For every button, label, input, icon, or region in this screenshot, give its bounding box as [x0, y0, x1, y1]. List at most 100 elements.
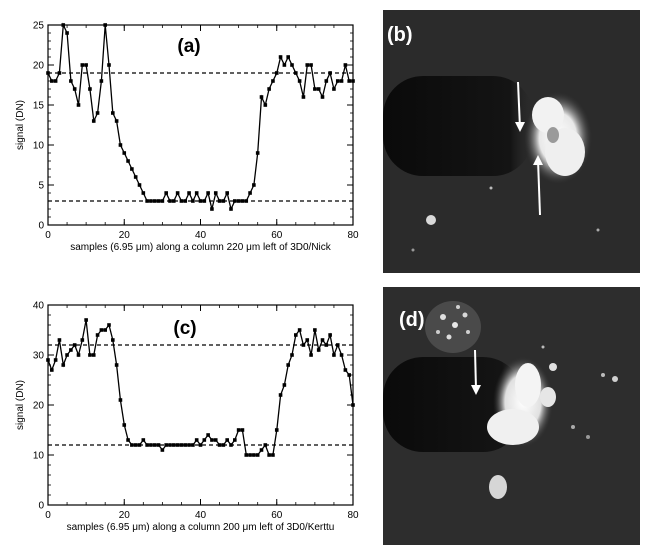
- chart-1-data-point: [294, 333, 298, 337]
- image-panel-b: (b): [383, 10, 640, 273]
- chart-0-data-point: [347, 79, 351, 83]
- chart-0-data-point: [305, 63, 310, 67]
- chart-1-data-point: [107, 323, 111, 327]
- chart-1-data-point: [244, 453, 249, 457]
- chart-0-data-point: [133, 175, 138, 179]
- chart-1-data-point: [164, 443, 168, 447]
- chart-0-data-point: [267, 87, 271, 91]
- chart-0-data-point: [339, 79, 344, 83]
- chart-0-data-point: [313, 87, 317, 91]
- chart-1-data-point: [274, 428, 279, 432]
- chart-1-data-point: [347, 373, 351, 377]
- chart-0-xtick-label: 40: [195, 230, 207, 241]
- chart-0-data-point: [332, 87, 336, 91]
- chart-0-data-point: [229, 207, 233, 211]
- chart-1-data-point: [137, 443, 142, 447]
- chart-0-data-point: [141, 191, 146, 195]
- chart-0-data-point: [168, 199, 172, 203]
- chart-0-data-point: [252, 183, 256, 187]
- chart-1-data-point: [156, 443, 161, 447]
- chart-1-data-point: [221, 443, 226, 447]
- chart-0-data-point: [316, 87, 321, 91]
- chart-1-data-point: [297, 328, 302, 332]
- chart-1-data-point: [267, 453, 271, 457]
- chart-0-panel-label: (a): [177, 36, 200, 57]
- chart-1-data-point: [335, 343, 340, 347]
- chart-0-data-point: [271, 79, 275, 83]
- chart-0-ytick-label: 5: [38, 181, 44, 192]
- chart-0-xtick-label: 0: [45, 230, 51, 241]
- chart-1-data-point: [309, 353, 313, 357]
- chart-0-data-point: [217, 199, 222, 203]
- chart-0-data-point: [240, 199, 245, 203]
- chart-1-data-point: [259, 448, 264, 452]
- chart-1-data-point: [301, 343, 306, 347]
- chart-0-data-point: [198, 199, 203, 203]
- chart-1-data-point: [152, 443, 157, 447]
- chart-1-xtick-label: 80: [347, 510, 359, 521]
- chart-1-data-point: [229, 443, 233, 447]
- chart-0-data-point: [80, 63, 85, 67]
- chart-0-data-point: [324, 79, 329, 83]
- chart-0-data-point: [61, 23, 66, 27]
- chart-1-ytick-label: 0: [38, 501, 44, 512]
- chart-0-xtick-label: 80: [347, 230, 359, 241]
- chart-1-data-point: [175, 443, 180, 447]
- chart-0-data-point: [88, 87, 92, 91]
- chart-0-data-point: [210, 207, 214, 211]
- chart-0-data-point: [172, 199, 176, 203]
- chart-1-ylabel: signal (DN): [15, 380, 26, 430]
- chart-1-data-point: [57, 338, 62, 342]
- chart-1-data-point: [133, 443, 138, 447]
- chart-0-data-point: [255, 151, 260, 155]
- chart-0-data-point: [76, 103, 81, 107]
- chart-1-xtick-label: 60: [271, 510, 283, 521]
- chart-1-ytick-label: 20: [33, 401, 45, 412]
- chart-0-data-point: [145, 199, 149, 203]
- chart-1-xlabel: samples (6.95 μm) along a column 200 μm …: [67, 522, 335, 533]
- chart-0-data-point: [335, 79, 340, 83]
- chart-1-data-point: [141, 438, 146, 442]
- chart-0-data-point: [294, 71, 298, 75]
- chart-0-data-point: [95, 111, 100, 115]
- chart-0-data-point: [263, 103, 268, 107]
- chart-1-data-point: [103, 328, 107, 332]
- chart-0-data-point: [248, 191, 252, 195]
- chart-1-data-point: [217, 443, 222, 447]
- chart-1-data-point: [233, 438, 237, 442]
- chart-1-data-point: [168, 443, 172, 447]
- image-panel-d: (d): [383, 287, 640, 545]
- chart-0-data-point: [111, 111, 115, 115]
- chart-1-data-point: [114, 363, 119, 367]
- chart-1-data-point: [339, 353, 344, 357]
- chart-1-data-point: [149, 443, 153, 447]
- chart-1-data-point: [126, 438, 130, 442]
- chart-0-data-point: [206, 191, 210, 195]
- chart-0-data-point: [187, 191, 191, 195]
- chart-1-data-point: [278, 393, 283, 397]
- chart-0-data-point: [274, 71, 279, 75]
- chart-1-data-point: [198, 443, 203, 447]
- chart-1-data-point: [255, 453, 260, 457]
- chart-0-data-point: [183, 199, 188, 203]
- chart-0-data-point: [122, 151, 127, 155]
- chart-0-data-point: [320, 95, 325, 99]
- chart-0-data-point: [244, 199, 249, 203]
- chart-1-data-point: [351, 403, 355, 407]
- chart-1-data-point: [145, 443, 149, 447]
- profile-plot-a-svg: 0 20 40 60 80 0 5 10 15 20 25 samples (6.95 μm) alo…: [15, 21, 359, 254]
- chart-1-data-point: [95, 333, 100, 337]
- chart-1-data-point: [191, 443, 195, 447]
- image-panel-b-picture: [383, 10, 640, 273]
- chart-0-data-point: [233, 199, 237, 203]
- chart-1-data-point: [236, 428, 241, 432]
- chart-0-data-point: [130, 167, 134, 171]
- chart-1-data-point: [332, 353, 336, 357]
- image-panel-d-picture: [383, 287, 640, 545]
- chart-1-data-point: [88, 353, 92, 357]
- chart-1-data-point: [122, 423, 127, 427]
- chart-1-plot-frame: [47, 304, 354, 506]
- chart-0-data-point: [297, 79, 302, 83]
- chart-0-data-point: [46, 71, 50, 75]
